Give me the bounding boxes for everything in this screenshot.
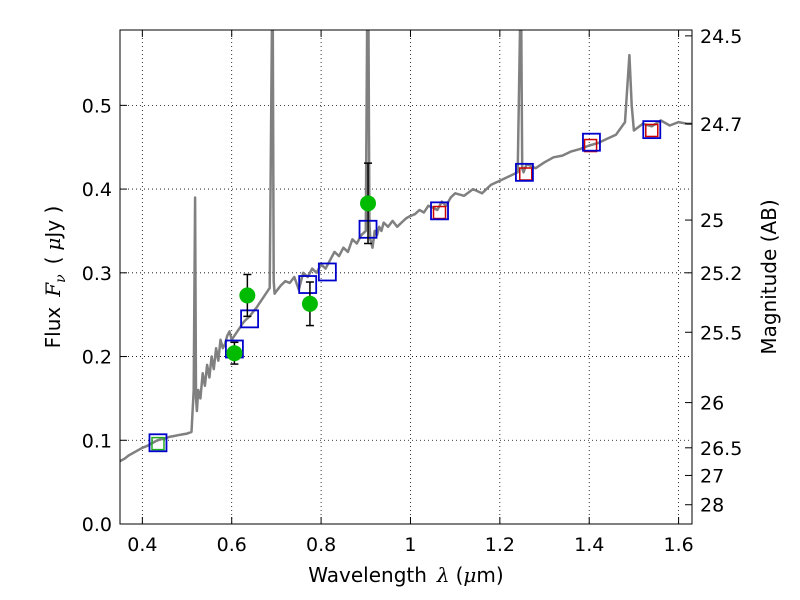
x-axis-label: Wavelength λ (μm) — [308, 563, 503, 587]
model-band-square-9 — [642, 120, 662, 140]
x-tick-label-6: 1.6 — [663, 534, 693, 556]
grid — [120, 30, 692, 524]
y2-tick-label-7: 27 — [700, 465, 724, 487]
y2-tick-label-3: 25.2 — [700, 263, 742, 285]
y-tick-label-5: 0.5 — [82, 95, 112, 117]
y-tick-label-2: 0.2 — [82, 347, 112, 369]
x-tick-label-3: 1 — [404, 534, 416, 556]
y2-tick-label-8: 28 — [700, 495, 724, 517]
x-tick-label-2: 0.8 — [306, 534, 336, 556]
y2-tick-label-0: 24.5 — [700, 26, 742, 48]
y2-tick-label-2: 25 — [700, 210, 724, 232]
y-tick-label-1: 0.1 — [82, 430, 112, 452]
y-tick-label-0: 0.0 — [82, 514, 112, 536]
model-band-square-7 — [515, 162, 534, 182]
x-tick-label-4: 1.2 — [485, 534, 515, 556]
observed-optical-point-3 — [360, 195, 377, 212]
observed-blue-square-0 — [151, 436, 165, 451]
model-band-square-6 — [430, 201, 449, 221]
model-band-square-4 — [317, 262, 337, 282]
y2-tick-label-1: 24.7 — [700, 114, 742, 136]
observed-optical-point-2 — [301, 295, 318, 312]
observed-optical-point-0 — [226, 345, 243, 362]
x-tick-label-1: 0.6 — [217, 534, 247, 556]
model-band-square-8 — [582, 132, 601, 152]
x-tick-label-0: 0.4 — [127, 534, 157, 556]
plot-area — [120, 30, 692, 463]
observed-optical-point-1 — [239, 287, 256, 304]
x-tick-label-5: 1.4 — [574, 534, 604, 556]
axes-ticks: 0.4 0.6 0.8 1 1.2 1.4 1.6 0.0 0.1 0.2 0.3 0.4 0.5 24.… — [82, 26, 743, 556]
y-tick-label-4: 0.4 — [82, 179, 112, 201]
model-band-square-3 — [298, 275, 318, 294]
y2-axis-label: Magnitude (AB) — [757, 199, 781, 354]
y2-tick-label-6: 26.5 — [700, 438, 742, 460]
model-spectrum-line — [120, 30, 692, 463]
y2-tick-label-4: 25.5 — [700, 322, 742, 344]
y-tick-label-3: 0.3 — [82, 263, 112, 285]
plot-frame — [119, 29, 693, 525]
model-band-square-0 — [148, 433, 168, 453]
y2-tick-label-5: 26 — [700, 393, 724, 415]
observed-ir-square-3 — [645, 123, 659, 138]
y-axis-label: FluxFν(μJy ) — [41, 206, 69, 349]
model-band-square-2 — [240, 309, 259, 329]
